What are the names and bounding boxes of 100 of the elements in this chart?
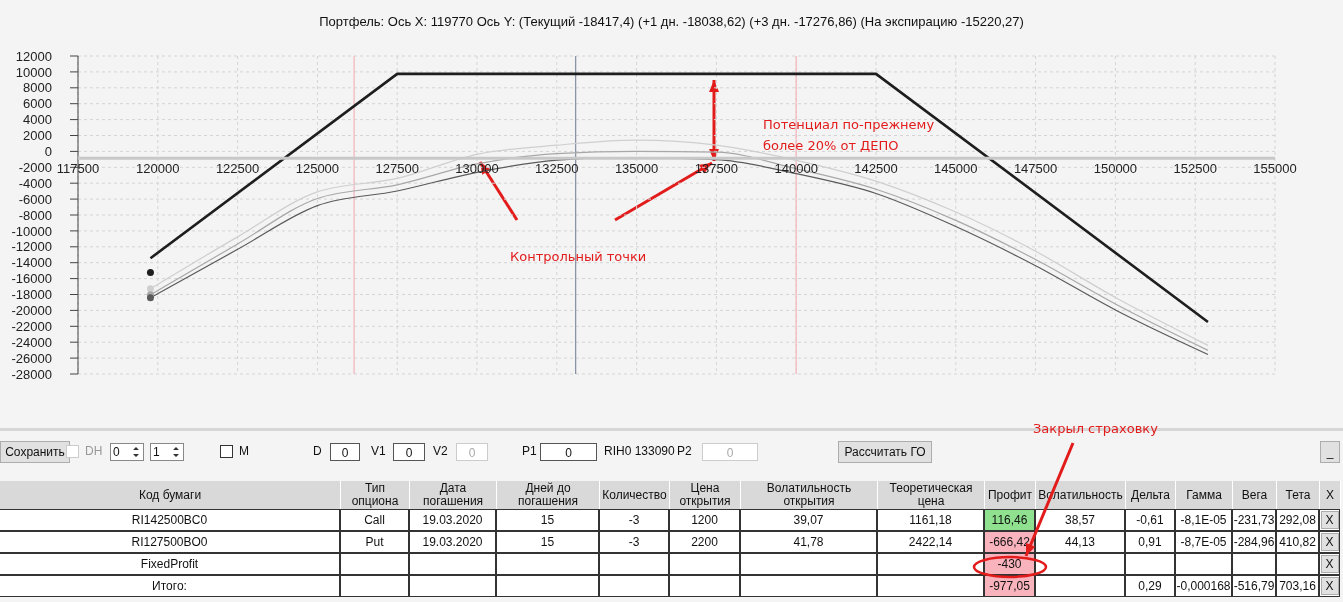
text: 0 bbox=[456, 443, 488, 461]
text: FixedProfit bbox=[140, 557, 199, 571]
x-tick-label: 120000 bbox=[136, 161, 180, 177]
text: 38,57 bbox=[1064, 513, 1096, 527]
text: P1 bbox=[522, 444, 537, 458]
text: Сохранить bbox=[0, 441, 70, 463]
text: -430 bbox=[997, 557, 1022, 571]
category-label: Вега bbox=[1241, 487, 1268, 502]
category-label: Волатильность открытия bbox=[741, 481, 877, 508]
y-tick-label: -8000 bbox=[18, 207, 52, 223]
text: -3 bbox=[628, 513, 640, 527]
y-tick-label: -12000 bbox=[11, 239, 52, 255]
x-tick-label: 135000 bbox=[614, 161, 659, 177]
y-tick-label: -10000 bbox=[11, 223, 52, 239]
text: -0,000168 bbox=[1176, 579, 1231, 593]
text: 15 bbox=[540, 513, 555, 527]
y-tick-label: -26000 bbox=[11, 350, 52, 366]
x-tick-label: 152500 bbox=[1173, 161, 1217, 177]
y-tick-label: -4000 bbox=[18, 175, 52, 191]
text: DH bbox=[85, 444, 103, 458]
text: Закрыл страховку bbox=[1033, 420, 1159, 438]
x-tick-label: 142500 bbox=[854, 161, 898, 177]
text: -977,05 bbox=[989, 579, 1030, 593]
x-tick-label: 122500 bbox=[215, 161, 260, 177]
y-tick-label: -24000 bbox=[11, 334, 52, 350]
text: 1200 bbox=[691, 513, 718, 527]
text: RI127500BO0 bbox=[131, 535, 208, 549]
text: -666,42 bbox=[989, 535, 1030, 549]
y-tick-label: -18000 bbox=[11, 287, 52, 303]
text: -3 bbox=[628, 535, 640, 549]
text: -284,96 bbox=[1233, 535, 1275, 549]
text: 19.03.2020 bbox=[422, 513, 483, 527]
text: X bbox=[1325, 513, 1334, 527]
text: Call bbox=[364, 513, 385, 527]
x-tick-label: 155000 bbox=[1253, 161, 1297, 177]
category-label: Количество bbox=[602, 487, 667, 502]
category-label: Теоретическая цена bbox=[878, 481, 984, 508]
text: 2422,14 bbox=[908, 535, 953, 549]
category-label: Дней до погашения bbox=[497, 481, 599, 508]
text: V2 bbox=[433, 444, 448, 458]
category-label: Профит bbox=[987, 487, 1033, 502]
y-tick-label: -20000 bbox=[11, 303, 52, 319]
text: 0 bbox=[540, 443, 597, 461]
y-tick-label: -16000 bbox=[11, 271, 52, 287]
text: 703,16 bbox=[1279, 579, 1316, 593]
text: D bbox=[313, 444, 322, 458]
text: -516,79 bbox=[1233, 579, 1275, 593]
text: Рассчитать ГО bbox=[838, 441, 932, 463]
text: 19.03.2020 bbox=[422, 535, 483, 549]
text: -8,1E-05 bbox=[1180, 513, 1227, 527]
annotation: Контрольный точки bbox=[510, 248, 648, 266]
text: X bbox=[1325, 579, 1334, 593]
text: 0 bbox=[113, 445, 120, 459]
chart-title: Портфель: Ось X: 119770 Ось Y: (Текущий -18417,4) (+1 дн. -18038,62) (+3 дн. -17276,86) (На экспирацию -15220,27) bbox=[318, 14, 1025, 29]
text: 44,13 bbox=[1064, 535, 1096, 549]
text: 1 bbox=[153, 445, 160, 459]
text: _ bbox=[1320, 441, 1340, 463]
category-label: Дата погашения bbox=[423, 481, 484, 508]
text: RI142500BC0 bbox=[131, 513, 208, 527]
category-label: Цена открытия bbox=[678, 481, 732, 508]
x-tick-label: 125000 bbox=[295, 161, 340, 177]
text: Итого: bbox=[152, 579, 187, 593]
y-tick-label: -14000 bbox=[11, 255, 52, 271]
category-label: Тета bbox=[1285, 487, 1311, 502]
text: 41,78 bbox=[793, 535, 824, 549]
y-tick-label: 2000 bbox=[23, 128, 52, 144]
category-label: X bbox=[1325, 487, 1334, 502]
text: P2 bbox=[677, 444, 692, 458]
annotation: Потенциал по-прежнему более 20% от ДЕПО bbox=[763, 116, 936, 155]
text: 0 bbox=[330, 443, 360, 461]
text: 15 bbox=[540, 535, 555, 549]
x-tick-label: 150000 bbox=[1093, 161, 1138, 177]
y-tick-label: 10000 bbox=[15, 64, 52, 80]
category-label: Дельта bbox=[1131, 487, 1170, 502]
text: 410,82 bbox=[1279, 535, 1316, 549]
text: -231,73 bbox=[1233, 513, 1275, 527]
text: 0,29 bbox=[1138, 579, 1162, 593]
point bbox=[146, 268, 154, 276]
x-tick-label: 132500 bbox=[535, 161, 579, 177]
text: -8,7E-05 bbox=[1180, 535, 1227, 549]
category-label: Код бумаги bbox=[138, 487, 202, 502]
text: M bbox=[239, 444, 249, 458]
category-label: Гамма bbox=[1186, 487, 1222, 502]
text: V1 bbox=[371, 444, 386, 458]
category-label: Тип опциона bbox=[350, 481, 400, 508]
y-tick-label: -22000 bbox=[11, 318, 52, 334]
y-tick-label: 12000 bbox=[15, 48, 52, 64]
text: 0,91 bbox=[1138, 535, 1162, 549]
x-tick-label: 127500 bbox=[375, 161, 419, 177]
text: X bbox=[1325, 557, 1334, 571]
x-tick-label: 145000 bbox=[934, 161, 978, 177]
text: -0,61 bbox=[1136, 513, 1164, 527]
text: 292,08 bbox=[1279, 513, 1316, 527]
text: 0 bbox=[702, 443, 758, 461]
text: 116,46 bbox=[991, 513, 1028, 527]
x-tick-label: 147500 bbox=[1013, 161, 1058, 177]
point bbox=[146, 285, 154, 293]
y-tick-label: 0 bbox=[44, 144, 52, 160]
text: 39,07 bbox=[793, 513, 824, 527]
y-tick-label: 6000 bbox=[23, 96, 52, 112]
